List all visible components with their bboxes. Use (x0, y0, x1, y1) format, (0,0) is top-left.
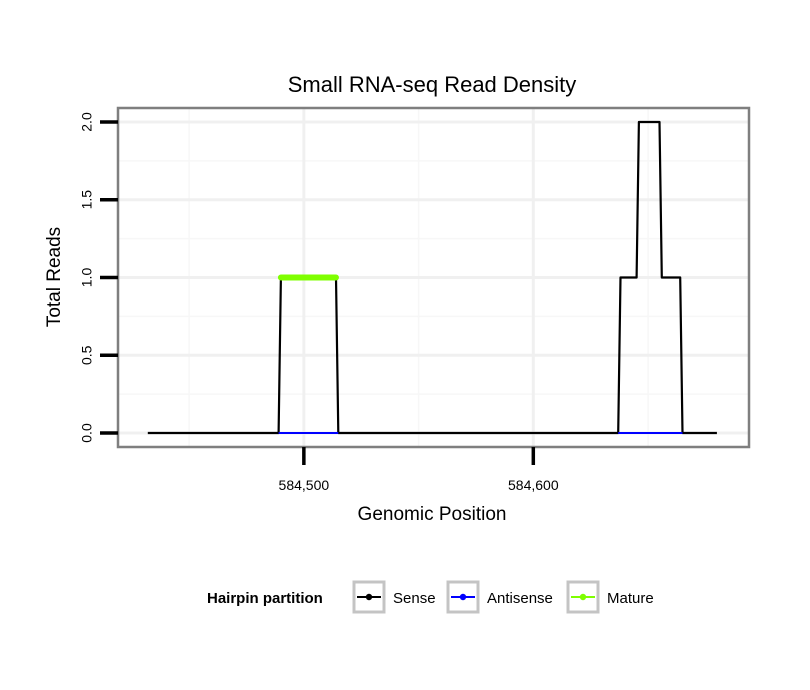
legend-label-antisense: Antisense (487, 590, 553, 607)
x-axis-title: Genomic Position (358, 504, 507, 525)
legend-key-point (579, 593, 587, 601)
legend-item-sense: Sense (352, 580, 436, 614)
grid-lines (118, 108, 749, 447)
legend-item-mature: Mature (566, 580, 654, 614)
legend-key-point (459, 593, 467, 601)
legend-key-box (352, 580, 386, 614)
x-axis-ticks: 584,500 584,600 (279, 447, 559, 493)
y-tick-label: 1.5 (79, 190, 95, 210)
y-tick-label: 0.5 (79, 345, 95, 365)
legend-key-box (446, 580, 480, 614)
x-tick-label: 584,500 (279, 477, 330, 493)
legend-key-box (566, 580, 600, 614)
y-axis-ticks: 0.0 0.5 1.0 1.5 2.0 (79, 112, 118, 443)
y-tick-label: 2.0 (79, 112, 95, 132)
legend-item-antisense: Antisense (446, 580, 553, 614)
legend-title: Hairpin partition (207, 590, 323, 607)
chart-title: Small RNA-seq Read Density (288, 72, 577, 97)
legend: Hairpin partition Sense Antisense Mature (207, 580, 654, 614)
y-axis-title: Total Reads (44, 227, 65, 327)
y-tick-label: 1.0 (79, 268, 95, 288)
y-tick-label: 0.0 (79, 423, 95, 443)
x-tick-label: 584,600 (508, 477, 559, 493)
legend-label-mature: Mature (607, 590, 654, 607)
legend-label-sense: Sense (393, 590, 436, 607)
data-series (147, 120, 717, 435)
legend-key-point (365, 593, 373, 601)
